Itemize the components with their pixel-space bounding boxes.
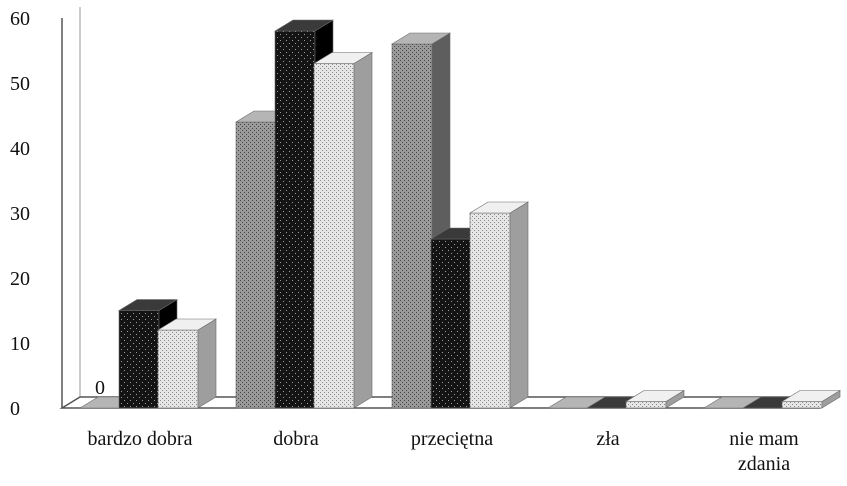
bar-side	[353, 51, 373, 409]
bar-top	[780, 390, 842, 402]
category-label: bardzo dobra	[88, 428, 193, 450]
bar-front	[235, 121, 277, 409]
y-tick-label: 0	[10, 398, 20, 420]
bar	[780, 389, 842, 409]
bar-top	[390, 32, 452, 45]
labels: 0 10 20 30 40 50 60 bardzo dobra dobra przeciętna…	[10, 8, 799, 475]
bar-top	[312, 52, 374, 64]
bar-top	[468, 201, 530, 214]
bar	[468, 201, 530, 409]
y-tick-label: 20	[10, 268, 30, 290]
bar-front	[430, 238, 472, 409]
bar-front	[625, 401, 667, 409]
bar-front	[391, 43, 433, 409]
data-label: 0	[95, 377, 105, 399]
bar-top	[156, 318, 218, 331]
y-tick-label: 50	[10, 73, 30, 95]
y-tick-label: 30	[10, 203, 30, 225]
bar-front	[118, 310, 160, 409]
bar-front	[781, 401, 823, 409]
category-label: zdania	[738, 453, 790, 475]
bar-top	[624, 390, 686, 402]
category-label: nie mam	[729, 428, 799, 450]
bar-front	[274, 30, 316, 409]
y-tick-label: 40	[10, 138, 30, 160]
category-label: przeciętna	[411, 428, 493, 450]
bar	[312, 51, 374, 409]
y-tick-label: 10	[10, 333, 30, 355]
bar	[156, 318, 218, 409]
bar-side	[197, 318, 217, 409]
bar-side	[509, 201, 529, 409]
category-label: dobra	[273, 428, 319, 450]
bar-front	[313, 63, 355, 409]
y-tick-label: 60	[10, 8, 30, 30]
category-label: zła	[596, 428, 619, 450]
bar-front	[157, 329, 199, 409]
bar-top	[117, 299, 179, 311]
bar-front	[469, 212, 511, 409]
bar-top	[273, 19, 335, 32]
bar	[624, 389, 686, 409]
bars	[78, 19, 842, 409]
